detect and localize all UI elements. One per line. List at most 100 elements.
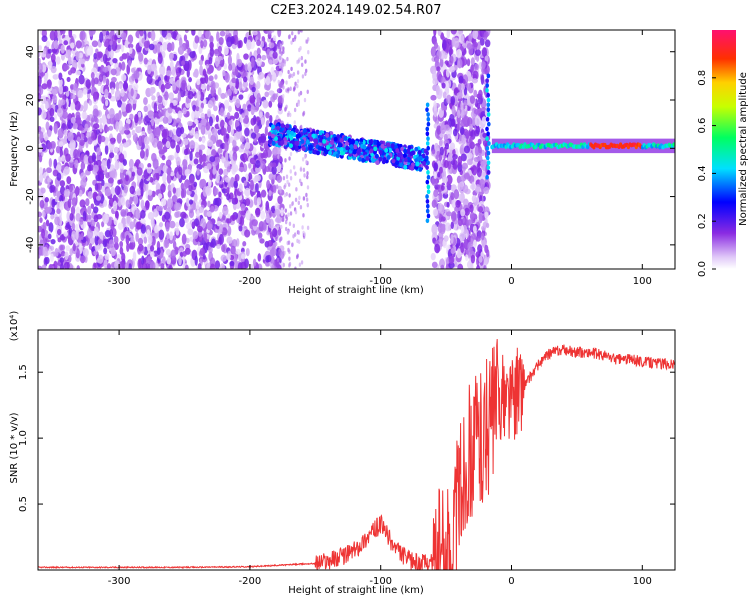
heatmap-cell: [386, 142, 391, 148]
heatmap-cell: [466, 76, 473, 82]
heatmap-cell: [293, 107, 297, 113]
heatmap-cell: [349, 144, 354, 149]
heatmap-cell: [197, 225, 204, 233]
heatmap-cell: [221, 188, 228, 194]
heatmap-cell: [70, 102, 76, 111]
heatmap-cell: [196, 78, 201, 86]
heatmap-cell: [305, 159, 308, 165]
heatmap-cell: [186, 110, 190, 117]
heatmap-cell: [40, 187, 46, 194]
heatmap-cell: [161, 256, 166, 266]
heatmap-cell: [79, 58, 86, 65]
heatmap-cell: [43, 47, 47, 55]
heatmap-cell: [426, 136, 430, 142]
heatmap-cell: [286, 230, 290, 235]
heatmap-cell: [108, 107, 115, 119]
heatmap-cell: [486, 107, 491, 113]
colorbar-tick-label: 0.4: [697, 165, 708, 181]
heatmap-cell: [87, 191, 93, 199]
heatmap-cell: [262, 149, 269, 159]
heatmap-cell: [86, 228, 94, 239]
heatmap-cell: [285, 174, 289, 179]
heatmap-cell: [145, 200, 150, 211]
heatmap-cell: [243, 70, 247, 79]
heatmap-cell: [196, 168, 200, 176]
colorbar-tick-label: 0.8: [697, 70, 708, 86]
heatmap-cell: [113, 146, 119, 154]
heatmap-cell: [219, 59, 225, 68]
heatmap-cell: [80, 178, 87, 188]
heatmap-cell: [71, 197, 78, 207]
heatmap-cell: [437, 184, 443, 194]
heatmap-cell: [270, 133, 275, 139]
heatmap-cell: [267, 240, 274, 247]
heatmap-cell: [93, 52, 98, 60]
heatmap-cell: [403, 153, 408, 159]
heatmap-cell: [86, 131, 91, 138]
heatmap-cell: [247, 62, 252, 73]
heatmap-cell: [56, 172, 62, 181]
heatmap-cell: [328, 150, 333, 156]
heatmap-cell: [189, 140, 196, 149]
heatmap-cell: [276, 174, 283, 183]
heatmap-cell: [62, 85, 69, 92]
heatmap-cell: [162, 116, 169, 124]
heatmap-cell: [149, 132, 154, 143]
heatmap-cell: [63, 64, 70, 71]
heatmap-cell: [440, 216, 446, 222]
heatmap-cell: [75, 111, 81, 119]
heatmap-cell: [308, 144, 313, 150]
heatmap-cell: [483, 257, 488, 267]
heatmap-cell: [187, 90, 194, 100]
heatmap-cell: [114, 185, 121, 196]
heatmap-cell: [304, 71, 307, 77]
heatmap-cell: [373, 139, 378, 145]
y-tick-label: 1.0: [18, 430, 29, 446]
heatmap-cell: [277, 204, 280, 210]
heatmap-cell: [475, 236, 481, 242]
heatmap-cell: [57, 30, 61, 42]
heatmap-cell: [281, 65, 284, 71]
heatmap-cell: [65, 245, 71, 252]
x-tick-label: -300: [108, 576, 131, 587]
heatmap-cell: [481, 116, 487, 125]
heatmap-cell: [208, 75, 214, 82]
heatmap-cell: [299, 205, 303, 210]
heatmap-cell: [161, 30, 167, 38]
heatmap-cell: [486, 150, 491, 156]
heatmap-cell: [473, 41, 479, 48]
heatmap-cell: [235, 80, 240, 90]
heatmap-cell: [417, 149, 422, 155]
heatmap-cell: [486, 131, 490, 137]
heatmap-cell: [106, 158, 111, 170]
heatmap-cell: [101, 159, 107, 171]
heatmap-cell: [200, 83, 207, 90]
heatmap-cell: [64, 251, 69, 261]
heatmap-cell: [478, 213, 483, 224]
heatmap-cell: [232, 139, 237, 148]
heatmap-cell: [129, 196, 133, 205]
heatmap-cell: [238, 39, 243, 49]
heatmap-cell: [49, 116, 55, 122]
heatmap-cell: [446, 94, 452, 105]
heatmap-cell: [178, 166, 183, 175]
heatmap-cell: [256, 39, 261, 47]
heatmap-cell: [235, 129, 243, 140]
heatmap-cell: [434, 142, 439, 152]
heatmap-cell: [289, 211, 293, 216]
heatmap-cell: [209, 241, 214, 248]
heatmap-cell: [330, 140, 335, 145]
heatmap-cell: [467, 158, 473, 166]
heatmap-cell: [474, 184, 481, 194]
heatmap-cell: [168, 264, 173, 269]
heatmap-cell: [102, 238, 108, 248]
heatmap-cell: [250, 117, 256, 126]
heatmap-cell: [238, 183, 243, 193]
heatmap-cell: [293, 120, 296, 125]
heatmap-cell: [48, 222, 54, 233]
heatmap-cell: [265, 120, 270, 128]
heatmap-cell: [199, 91, 205, 102]
heatmap-cell: [307, 132, 312, 138]
heatmap-cell: [180, 79, 187, 91]
colorbar: 0.0 0.2 0.4 0.6 0.8 Normalized spectral ampl…: [697, 30, 749, 277]
